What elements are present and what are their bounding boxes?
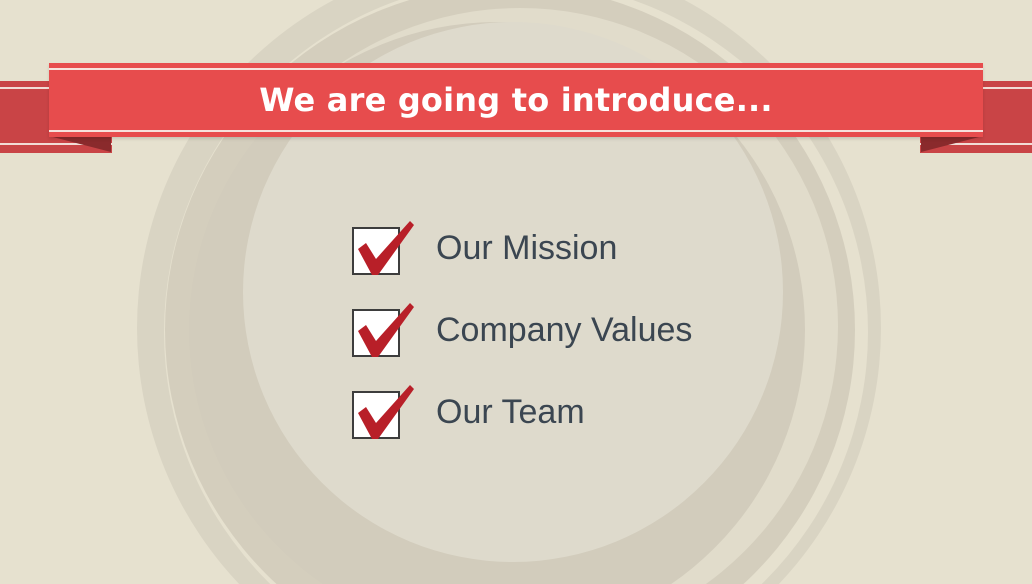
checklist-item-our-team: Our Team (352, 382, 772, 442)
title-banner: We are going to introduce... (49, 63, 983, 137)
ribbon-fold-right (921, 136, 983, 152)
checklist-item-label: Our Team (436, 393, 585, 431)
checklist-item-label: Company Values (436, 311, 693, 349)
checklist-item-our-mission: Our Mission (352, 218, 772, 278)
checked-checkbox-icon (352, 221, 414, 275)
checkmark-icon (358, 303, 414, 357)
checked-checkbox-icon (352, 303, 414, 357)
checked-checkbox-icon (352, 385, 414, 439)
checkmark-icon (358, 385, 414, 439)
checklist-item-label: Our Mission (436, 229, 618, 267)
checkmark-icon (358, 221, 414, 275)
slide-title: We are going to introduce... (259, 81, 773, 119)
checklist-item-company-values: Company Values (352, 300, 772, 360)
ribbon-fold-left (49, 136, 111, 152)
